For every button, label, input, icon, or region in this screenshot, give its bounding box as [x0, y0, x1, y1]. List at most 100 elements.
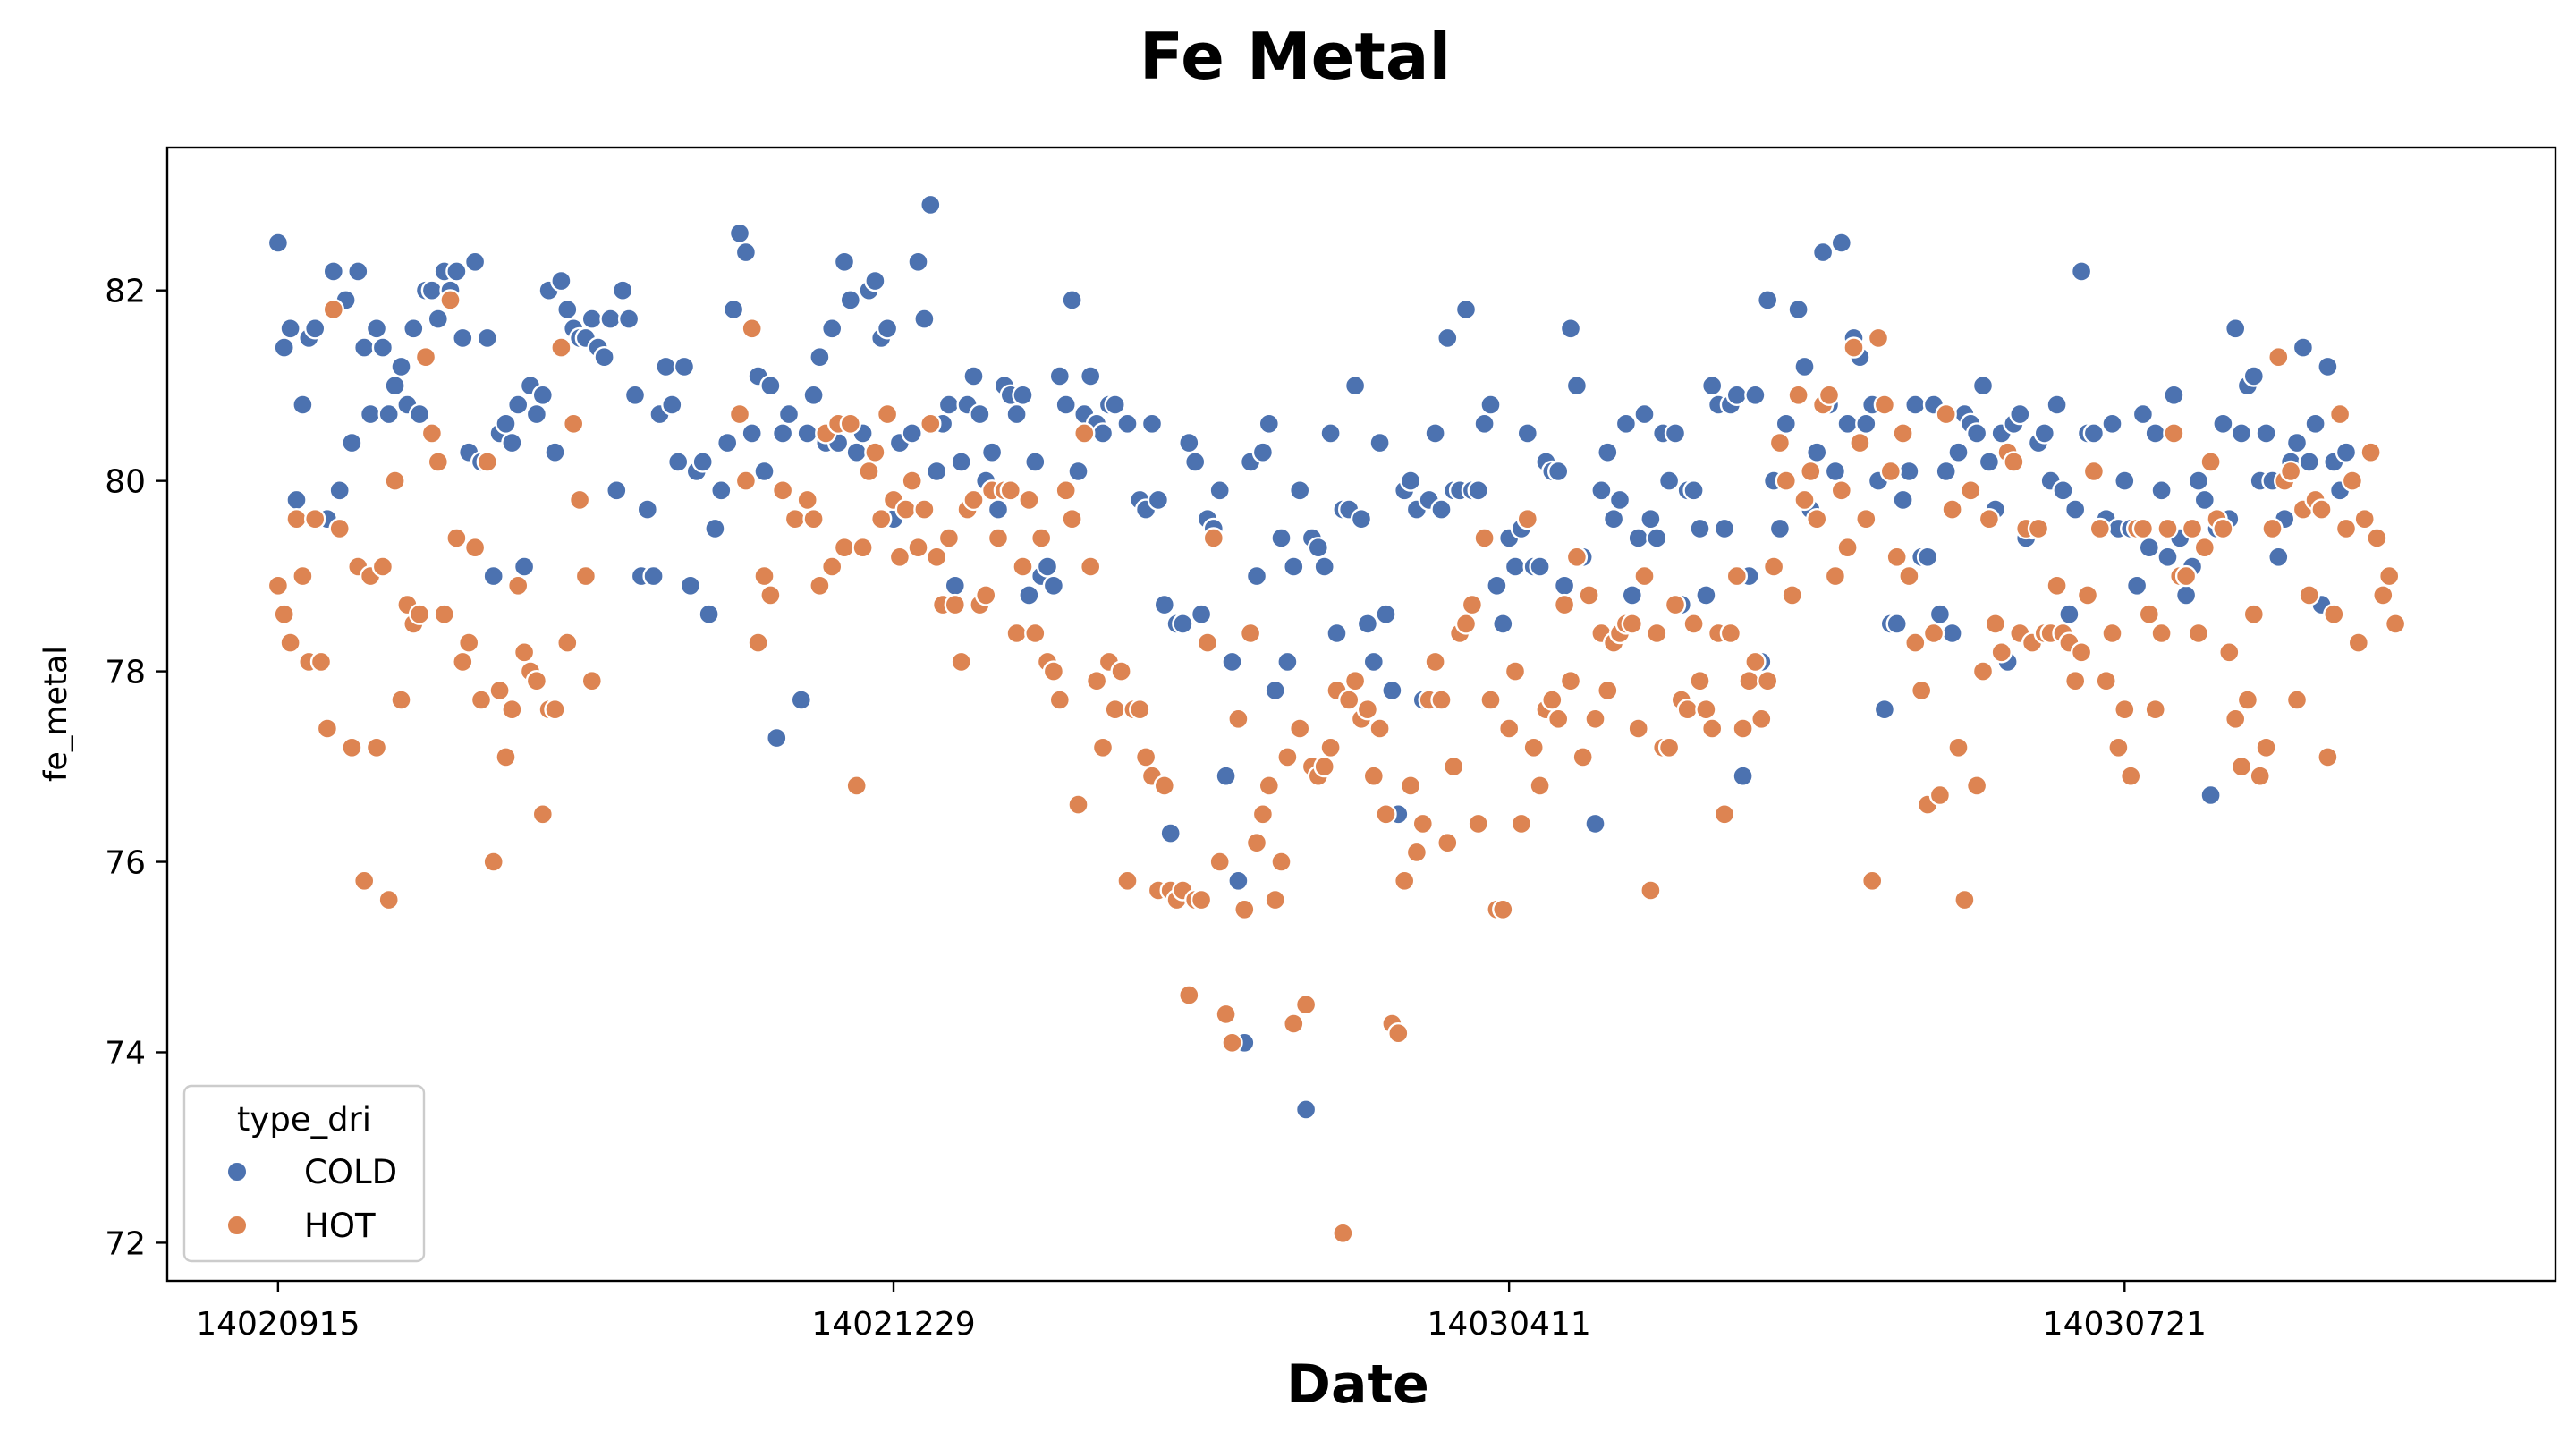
point-cold-273 — [1971, 375, 1995, 397]
point-hot-47 — [563, 412, 585, 435]
point-cold-74 — [728, 222, 751, 244]
point-cold-174 — [1356, 613, 1379, 635]
point-cold-31 — [463, 250, 487, 273]
point-cold-192 — [1467, 479, 1489, 502]
point-cold-332 — [2334, 441, 2358, 463]
point-hot-306 — [2317, 746, 2339, 768]
point-cold-79 — [759, 375, 782, 397]
point-cold-106 — [925, 460, 948, 483]
point-hot-218 — [1775, 470, 1798, 492]
point-hot-208 — [1713, 803, 1736, 826]
point-hot-131 — [1239, 622, 1262, 645]
y-tick-label-2: 76 — [105, 845, 146, 882]
point-hot-114 — [1134, 746, 1157, 768]
point-cold-222 — [1657, 470, 1681, 492]
point-hot-161 — [1424, 650, 1446, 674]
point-hot-210 — [1725, 564, 1749, 588]
point-cold-84 — [790, 689, 812, 711]
point-hot-249 — [1965, 775, 1988, 797]
point-cold-72 — [716, 431, 739, 454]
point-hot-139 — [1288, 717, 1311, 740]
point-hot-181 — [1546, 708, 1570, 730]
point-hot-237 — [1892, 422, 1914, 445]
point-hot-265 — [2063, 670, 2087, 692]
point-hot-84 — [950, 650, 972, 674]
point-hot-140 — [1294, 993, 1318, 1016]
point-hot-133 — [1251, 803, 1275, 826]
point-hot-176 — [1516, 508, 1539, 530]
point-hot-163 — [1436, 832, 1459, 854]
point-hot-292 — [2230, 755, 2253, 778]
point-cold-236 — [1744, 384, 1767, 406]
point-hot-266 — [2070, 641, 2093, 664]
point-hot-296 — [2255, 736, 2277, 758]
point-hot-6 — [304, 508, 326, 530]
y-tick-label-3: 78 — [105, 655, 146, 691]
point-cold-108 — [937, 394, 961, 416]
point-cold-274 — [1978, 451, 2001, 473]
point-hot-35 — [488, 679, 511, 702]
point-cold-289 — [2070, 260, 2093, 283]
point-hot-134 — [1258, 775, 1281, 797]
point-hot-169 — [1473, 527, 1496, 549]
point-cold-243 — [1787, 298, 1809, 321]
point-cold-59 — [636, 498, 658, 521]
point-hot-174 — [1504, 660, 1527, 682]
point-cold-266 — [1928, 603, 1952, 625]
point-cold-102 — [901, 422, 923, 445]
point-hot-26 — [433, 603, 455, 625]
point-cold-160 — [1270, 527, 1292, 549]
point-cold-233 — [1725, 384, 1749, 406]
point-cold-113 — [969, 402, 991, 426]
point-hot-34 — [482, 851, 504, 873]
point-cold-156 — [1245, 564, 1268, 588]
point-hot-77 — [907, 537, 929, 559]
point-hot-295 — [2249, 765, 2271, 787]
point-hot-51 — [728, 402, 751, 426]
point-cold-93 — [845, 441, 868, 463]
point-cold-246 — [1805, 441, 1828, 463]
point-hot-94 — [1012, 555, 1034, 578]
point-cold-55 — [612, 279, 634, 301]
point-hot-172 — [1492, 898, 1514, 920]
point-cold-166 — [1307, 537, 1330, 559]
point-cold-234 — [1732, 765, 1754, 787]
point-cold-63 — [661, 394, 683, 416]
point-cold-73 — [722, 298, 745, 321]
point-hot-121 — [1178, 984, 1200, 1006]
point-cold-8 — [322, 260, 344, 283]
point-hot-196 — [1640, 879, 1662, 902]
point-cold-82 — [777, 402, 801, 426]
point-hot-74 — [888, 546, 911, 568]
point-cold-64 — [667, 451, 690, 473]
point-hot-68 — [852, 537, 874, 559]
point-cold-288 — [2063, 498, 2087, 521]
point-hot-101 — [1055, 479, 1077, 502]
point-hot-229 — [1843, 336, 1865, 359]
point-cold-228 — [1695, 584, 1717, 606]
point-hot-293 — [2236, 689, 2259, 711]
point-hot-109 — [1104, 699, 1126, 721]
point-cold-250 — [1830, 232, 1853, 254]
point-hot-312 — [2353, 508, 2376, 530]
point-cold-195 — [1486, 574, 1508, 597]
point-hot-277 — [2138, 603, 2161, 625]
point-cold-260 — [1892, 488, 1914, 512]
point-cold-310 — [2199, 784, 2222, 807]
point-hot-294 — [2242, 603, 2266, 625]
point-hot-137 — [1276, 746, 1299, 768]
point-hot-166 — [1454, 613, 1478, 635]
point-hot-1 — [273, 603, 295, 625]
point-cold-212 — [1597, 441, 1619, 463]
point-cold-317 — [2242, 365, 2266, 387]
point-cold-150 — [1208, 479, 1231, 502]
point-cold-57 — [623, 384, 647, 406]
point-hot-205 — [1695, 699, 1717, 721]
point-hot-71 — [870, 508, 893, 530]
point-cold-207 — [1559, 318, 1582, 340]
point-cold-15 — [365, 318, 388, 340]
point-cold-254 — [1855, 412, 1877, 435]
point-hot-45 — [550, 336, 572, 359]
point-cold-306 — [2174, 584, 2198, 606]
point-cold-319 — [2255, 422, 2277, 445]
